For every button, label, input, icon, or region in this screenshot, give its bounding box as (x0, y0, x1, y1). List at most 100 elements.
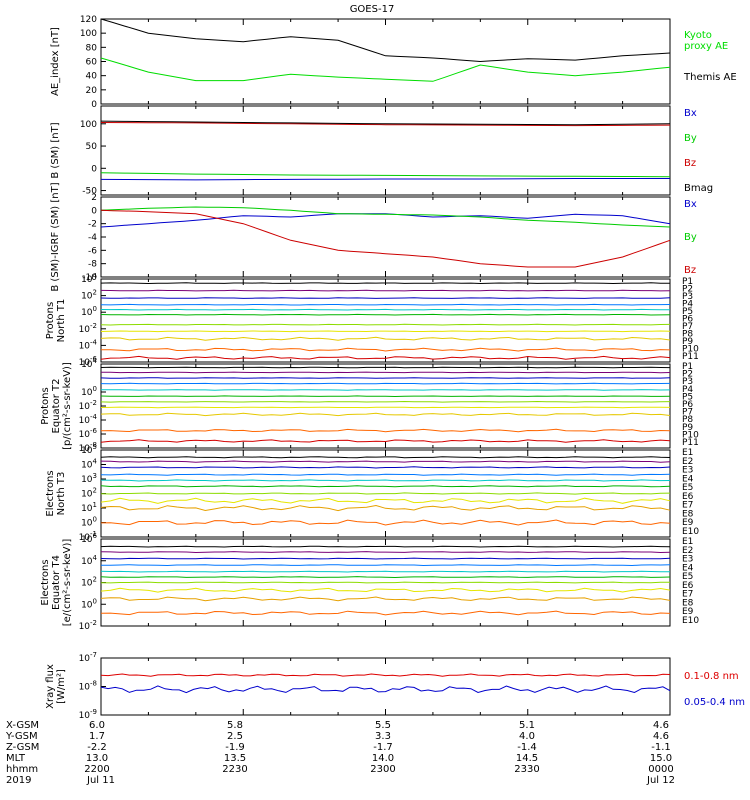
channel-line-p9 (100, 412, 671, 417)
footer-value: 5.5 (375, 720, 391, 731)
channel-line-p9 (100, 336, 671, 341)
y-tick-label: 10-2 (79, 322, 97, 335)
y-tick-label: 10-6 (79, 355, 98, 368)
footer-value: 1.7 (89, 731, 105, 742)
y-tick-label: 104 (81, 554, 97, 567)
y-axis-label: Xray flux (45, 664, 56, 709)
y-axis-label: Protons (45, 302, 56, 339)
y-tick-label: -10 (82, 273, 97, 283)
channel-line-p7 (100, 400, 671, 403)
channel-line-e2 (100, 460, 671, 463)
series-bz (100, 209, 671, 268)
panel-frame (100, 105, 671, 196)
legend-label: Bz (684, 265, 696, 276)
channel-label-p7: P7 (682, 322, 693, 332)
footer-value: 0000 (648, 764, 673, 775)
footer-value: 2230 (222, 764, 247, 775)
channel-label-p7: P7 (682, 408, 693, 418)
y-tick-label: 100 (80, 120, 97, 130)
panel-frame (100, 657, 671, 716)
channel-label-p4: P4 (682, 385, 693, 395)
footer-value: 13.5 (224, 753, 246, 764)
y-tick-label: 100 (80, 29, 97, 39)
y-tick-label: 40 (86, 72, 98, 82)
channel-line-e3 (100, 557, 671, 560)
footer-value: Jul 12 (646, 775, 675, 786)
channel-line-p2 (100, 289, 671, 292)
channel-line-e5 (100, 570, 671, 573)
y-tick-label: -2 (88, 220, 97, 230)
footer-value: Jul 11 (86, 775, 115, 786)
channel-label-e2: E2 (682, 546, 693, 556)
legend-label: proxy AE (684, 41, 728, 52)
y-axis-label: AE_index [nT] (50, 27, 61, 96)
y-tick-label: 10-2 (79, 399, 97, 412)
legend-label: Themis AE (683, 72, 737, 83)
channel-line-p1 (100, 282, 671, 285)
channel-label-p8: P8 (682, 415, 693, 425)
legend-label: Bmag (684, 183, 713, 194)
series-by (100, 172, 671, 178)
channel-label-e6: E6 (682, 581, 694, 591)
footer-value: 4.6 (653, 731, 669, 742)
y-tick-label: 80 (86, 43, 98, 53)
channel-line-e3 (100, 466, 671, 469)
channel-label-e5: E5 (682, 483, 693, 493)
channel-line-e6 (100, 485, 671, 488)
channel-label-e3: E3 (682, 555, 693, 565)
channel-line-p10 (100, 347, 671, 352)
y-tick-label: -4 (88, 233, 97, 243)
channel-label-p2: P2 (682, 370, 693, 380)
channel-line-p6 (100, 313, 671, 316)
channel-label-p9: P9 (682, 423, 693, 433)
plot-title: GOES-17 (350, 4, 395, 15)
channel-label-e5: E5 (682, 572, 693, 582)
y-tick-label: 10-7 (79, 651, 97, 664)
channel-label-p6: P6 (682, 315, 693, 325)
footer-row-label: Z-GSM (6, 742, 39, 753)
footer-value: -1.7 (373, 742, 393, 753)
channel-label-p10: P10 (682, 345, 699, 355)
channel-label-p1: P1 (682, 362, 693, 372)
footer-value: 4.0 (519, 731, 535, 742)
channel-line-p10 (100, 428, 671, 433)
y-tick-label: 100 (81, 597, 97, 610)
channel-line-e10 (100, 519, 671, 526)
footer-value: -1.4 (517, 742, 537, 753)
xray-series-long (100, 673, 671, 677)
channel-line-e2 (100, 551, 671, 554)
y-axis-label: [p/(cm²-s-sr-keV)] (62, 362, 73, 450)
channel-line-e9 (100, 596, 671, 602)
channel-line-p8 (100, 406, 671, 409)
footer-value: 15.0 (650, 753, 672, 764)
channel-line-e9 (100, 504, 671, 512)
panel-xray: 10-7 10-8 10-9 Xray flux [W/m²] 0.1-0.8 nm 0.0… (45, 651, 745, 721)
y-tick-label: 10-6 (79, 427, 98, 440)
channel-label-p3: P3 (682, 292, 693, 302)
channel-line-p4 (100, 382, 671, 385)
channel-line-e7 (100, 492, 671, 495)
channel-label-p8: P8 (682, 330, 693, 340)
y-tick-label: 102 (81, 576, 97, 589)
footer-value: 3.3 (375, 731, 391, 742)
channel-line-p5 (100, 308, 670, 311)
channel-label-e7: E7 (682, 590, 693, 600)
channel-label-p6: P6 (682, 400, 693, 410)
panel-frame (100, 363, 671, 449)
y-axis-label: B (SM)-IGRF (SM) [nT] (50, 182, 61, 291)
footer-value: 14.5 (516, 753, 538, 764)
y-tick-label: 10-1 (79, 530, 97, 543)
channel-label-e10: E10 (682, 616, 699, 626)
channel-line-e1 (100, 545, 671, 548)
series-bx (100, 213, 671, 228)
channel-line-e1 (100, 456, 671, 459)
legend-label: By (684, 232, 697, 243)
footer-value: 4.6 (653, 720, 669, 731)
xray-legend: 0.05-0.4 nm (684, 697, 745, 708)
y-tick-label: 104 (81, 357, 97, 370)
footer-value: 2330 (514, 764, 539, 775)
y-tick-label: 100 (81, 385, 97, 398)
channel-label-p9: P9 (682, 337, 693, 347)
channel-label-p2: P2 (682, 285, 693, 295)
